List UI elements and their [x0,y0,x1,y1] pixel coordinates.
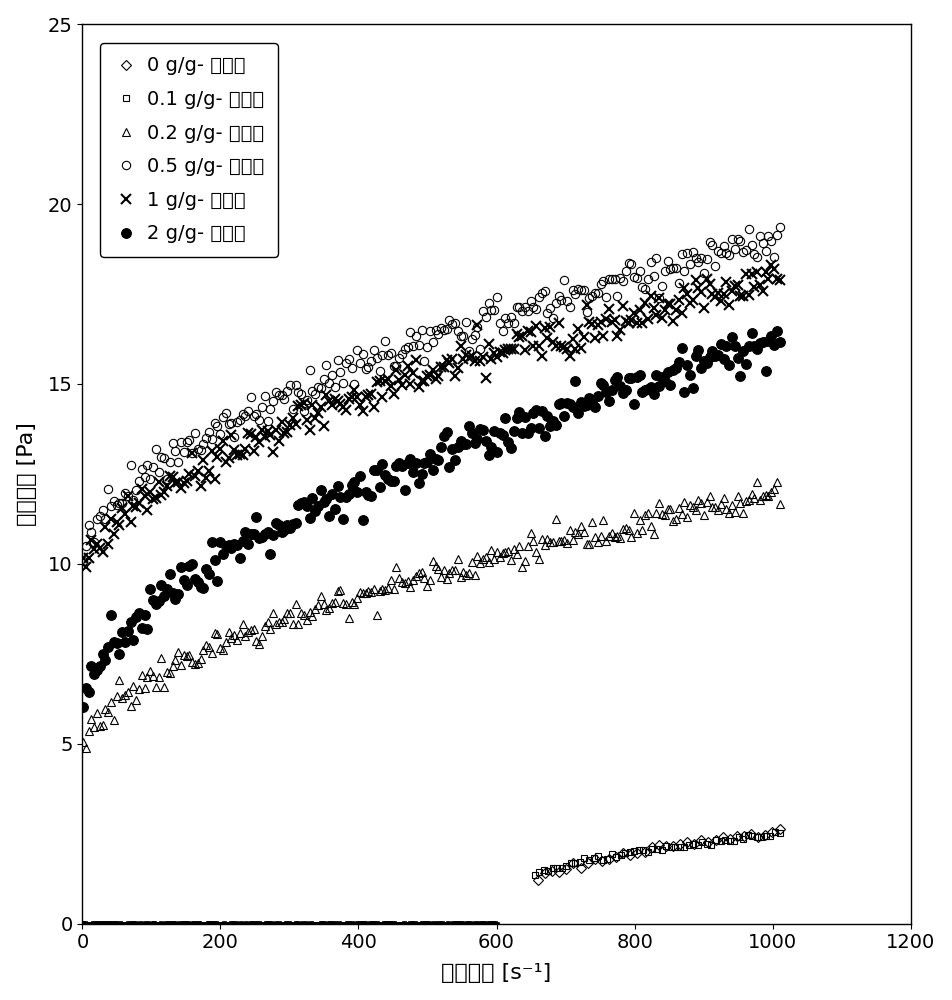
0.1 g/g- 聚合物 [556,862,567,874]
1 g/g- 聚合物 [195,480,207,492]
0 g/g- 聚合物 [724,833,736,845]
0 g/g- 聚合物 [632,847,644,859]
Line: 0.2 g/g- 聚合物: 0.2 g/g- 聚合物 [79,478,783,752]
2 g/g- 聚合物 [366,490,377,502]
0.1 g/g- 聚合物 [620,847,631,859]
0 g/g- 聚合物 [582,857,593,869]
2 g/g- 聚合物 [745,327,757,339]
0 g/g- 聚合物 [546,865,558,877]
0.2 g/g- 聚合物 [751,476,763,488]
0.5 g/g- 聚合物 [745,239,757,251]
0.1 g/g- 聚合物 [769,826,781,838]
0.2 g/g- 聚合物 [195,653,207,665]
1 g/g- 聚合物 [80,561,91,573]
1 g/g- 聚合物 [748,281,760,293]
0.5 g/g- 聚合物 [357,348,368,360]
2 g/g- 聚合物 [774,336,785,348]
2 g/g- 聚合物 [771,325,783,337]
2 g/g- 聚合物 [480,435,491,447]
0.1 g/g- 聚合物 [528,869,540,881]
0.5 g/g- 聚合物 [480,311,491,323]
1 g/g- 聚合物 [483,338,494,350]
0 g/g- 聚合物 [604,853,615,865]
0 g/g- 聚合物 [532,874,544,886]
0 g/g- 聚合物 [760,829,771,841]
0.2 g/g- 聚合物 [774,498,785,510]
0 g/g- 聚合物 [540,867,551,879]
0.5 g/g- 聚合物 [774,221,785,233]
0 g/g- 聚合物 [646,841,658,853]
1 g/g- 聚合物 [774,274,785,286]
0 g/g- 聚合物 [575,862,586,874]
0.2 g/g- 聚合物 [80,742,91,754]
0 g/g- 聚合物 [660,840,671,852]
Line: 0 g/g- 聚合物: 0 g/g- 聚合物 [534,825,783,884]
0 g/g- 聚合物 [682,836,693,848]
0 g/g- 聚合物 [674,838,685,850]
1 g/g- 聚合物 [562,343,573,355]
0 g/g- 聚合物 [774,823,785,835]
1 g/g- 聚合物 [765,259,777,271]
0.5 g/g- 聚合物 [559,274,570,286]
0.1 g/g- 聚合物 [774,827,785,839]
0 g/g- 聚合物 [553,866,565,878]
0.5 g/g- 聚合物 [77,555,89,567]
0.2 g/g- 聚合物 [748,492,760,504]
0.2 g/g- 聚合物 [77,736,89,748]
0.1 g/g- 聚合物 [746,830,758,842]
0 g/g- 聚合物 [752,831,764,843]
0 g/g- 聚合物 [561,863,572,875]
2 g/g- 聚合物 [77,701,89,713]
0.5 g/g- 聚合物 [366,355,377,367]
0.1 g/g- 聚合物 [587,852,599,864]
0.1 g/g- 聚合物 [574,856,585,868]
0 g/g- 聚合物 [766,826,778,838]
X-axis label: 剪切速度 [s⁻¹]: 剪切速度 [s⁻¹] [442,963,551,983]
0 g/g- 聚合物 [610,851,622,863]
2 g/g- 聚合物 [192,576,204,588]
0 g/g- 聚合物 [717,831,728,843]
1 g/g- 聚合物 [77,552,89,564]
0.5 g/g- 聚合物 [192,443,204,455]
0.2 g/g- 聚合物 [483,556,494,568]
0 g/g- 聚合物 [731,830,743,842]
0 g/g- 聚合物 [567,857,579,869]
2 g/g- 聚合物 [357,514,368,526]
0.2 g/g- 聚合物 [562,537,573,549]
0 g/g- 聚合物 [703,836,714,848]
0.1 g/g- 聚合物 [764,830,776,842]
0 g/g- 聚合物 [688,838,700,850]
0 g/g- 聚合物 [653,839,664,851]
0 g/g- 聚合物 [618,847,629,859]
0.2 g/g- 聚合物 [360,587,371,599]
2 g/g- 聚合物 [559,410,570,422]
Legend: 0 g/g- 聚合物, 0.1 g/g- 聚合物, 0.2 g/g- 聚合物, 0.5 g/g- 聚合物, 1 g/g- 聚合物, 2 g/g- 聚合物: 0 g/g- 聚合物, 0.1 g/g- 聚合物, 0.2 g/g- 聚合物, … [100,43,278,257]
1 g/g- 聚合物 [368,401,380,413]
0 g/g- 聚合物 [696,834,707,846]
0 g/g- 聚合物 [667,840,679,852]
0 g/g- 聚合物 [589,853,601,865]
0 g/g- 聚合物 [596,855,607,867]
Y-axis label: 剪切应力 [Pa]: 剪切应力 [Pa] [17,422,37,526]
0.2 g/g- 聚合物 [368,583,380,595]
0 g/g- 聚合物 [639,846,650,858]
1 g/g- 聚合物 [360,391,371,403]
0 g/g- 聚合物 [739,830,750,842]
Line: 0.1 g/g- 聚合物: 0.1 g/g- 聚合物 [531,828,783,879]
Line: 2 g/g- 聚合物: 2 g/g- 聚合物 [78,326,784,712]
0 g/g- 聚合物 [745,828,757,840]
0 g/g- 聚合物 [625,849,636,861]
Line: 1 g/g- 聚合物: 1 g/g- 聚合物 [78,260,784,572]
Line: 0.5 g/g- 聚合物: 0.5 g/g- 聚合物 [79,223,783,566]
0 g/g- 聚合物 [710,834,722,846]
